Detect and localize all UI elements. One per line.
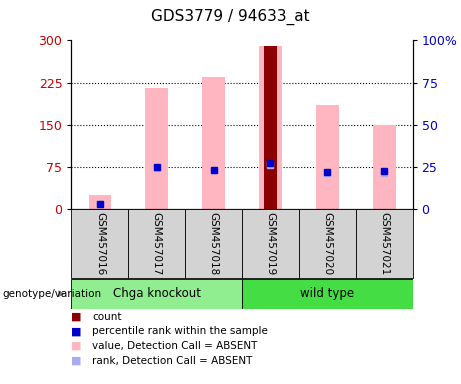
Text: GSM457021: GSM457021 — [379, 212, 389, 275]
Text: GSM457020: GSM457020 — [322, 212, 332, 275]
Text: ■: ■ — [71, 356, 82, 366]
Text: GSM457018: GSM457018 — [208, 212, 219, 275]
Text: genotype/variation: genotype/variation — [2, 289, 101, 299]
Bar — [242, 279, 413, 308]
Bar — [373, 125, 396, 209]
Bar — [185, 209, 242, 278]
Bar — [128, 209, 185, 278]
Text: Chga knockout: Chga knockout — [113, 287, 201, 300]
Text: GSM457019: GSM457019 — [266, 212, 276, 275]
Text: GSM457017: GSM457017 — [152, 212, 162, 275]
Bar — [299, 209, 356, 278]
Text: count: count — [92, 312, 122, 322]
Text: ■: ■ — [71, 326, 82, 336]
Text: wild type: wild type — [300, 287, 355, 300]
Text: ■: ■ — [71, 341, 82, 351]
Bar — [356, 209, 413, 278]
Bar — [71, 279, 242, 308]
Text: value, Detection Call = ABSENT: value, Detection Call = ABSENT — [92, 341, 258, 351]
Bar — [202, 77, 225, 209]
Text: rank, Detection Call = ABSENT: rank, Detection Call = ABSENT — [92, 356, 253, 366]
Text: ■: ■ — [71, 312, 82, 322]
Text: GDS3779 / 94633_at: GDS3779 / 94633_at — [151, 9, 310, 25]
Text: GSM457016: GSM457016 — [95, 212, 105, 275]
Bar — [316, 105, 339, 209]
Text: percentile rank within the sample: percentile rank within the sample — [92, 326, 268, 336]
Bar — [145, 88, 168, 209]
Bar — [264, 46, 277, 209]
Bar — [259, 46, 282, 209]
Bar — [89, 195, 111, 209]
Bar — [242, 209, 299, 278]
Bar — [71, 209, 128, 278]
